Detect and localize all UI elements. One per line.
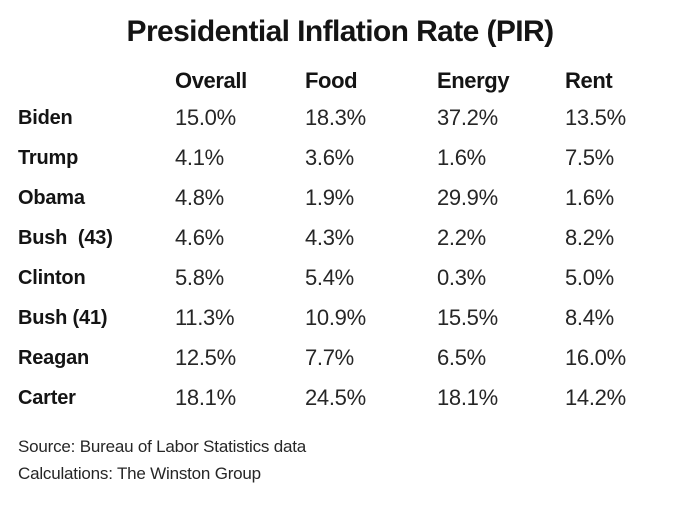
cell-clinton-food: 5.4%: [305, 265, 354, 290]
cell-obama-rent: 1.6%: [565, 185, 614, 210]
calculations-note: Calculations: The Winston Group: [18, 464, 261, 483]
column-header-rent: Rent: [565, 68, 613, 93]
cell-bush-43-overall: 4.6%: [175, 225, 224, 250]
row-label-bush-43: Bush (43): [18, 226, 113, 249]
cell-clinton-overall: 5.8%: [175, 265, 224, 290]
pir-table: Overall Food Energy Rent Biden 15.0% 18.…: [18, 50, 680, 418]
column-header-energy: Energy: [437, 68, 510, 93]
cell-trump-food: 3.6%: [305, 145, 354, 170]
cell-bush-43-rent: 8.2%: [565, 225, 614, 250]
cell-reagan-energy: 6.5%: [437, 345, 486, 370]
row-label-carter: Carter: [18, 386, 76, 409]
source-note: Source: Bureau of Labor Statistics data: [18, 437, 306, 456]
cell-trump-energy: 1.6%: [437, 145, 486, 170]
column-header-food: Food: [305, 68, 358, 93]
cell-reagan-overall: 12.5%: [175, 345, 236, 370]
cell-biden-overall: 15.0%: [175, 105, 236, 130]
cell-bush-41-energy: 15.5%: [437, 305, 498, 330]
cell-reagan-rent: 16.0%: [565, 345, 626, 370]
row-label-reagan: Reagan: [18, 346, 90, 369]
row-label-obama: Obama: [18, 186, 85, 209]
cell-biden-food: 18.3%: [305, 105, 366, 130]
cell-carter-food: 24.5%: [305, 385, 366, 410]
cell-trump-overall: 4.1%: [175, 145, 224, 170]
cell-reagan-food: 7.7%: [305, 345, 354, 370]
cell-bush-43-food: 4.3%: [305, 225, 354, 250]
cell-carter-energy: 18.1%: [437, 385, 498, 410]
cell-obama-overall: 4.8%: [175, 185, 224, 210]
cell-biden-rent: 13.5%: [565, 105, 626, 130]
cell-bush-41-rent: 8.4%: [565, 305, 614, 330]
cell-trump-rent: 7.5%: [565, 145, 614, 170]
cell-obama-food: 1.9%: [305, 185, 354, 210]
cell-biden-energy: 37.2%: [437, 105, 498, 130]
cell-bush-41-food: 10.9%: [305, 305, 366, 330]
chart-title: Presidential Inflation Rate (PIR): [126, 15, 555, 48]
cell-obama-energy: 29.9%: [437, 185, 498, 210]
row-label-bush-41: Bush (41): [18, 306, 108, 329]
footnotes: Source: Bureau of Labor Statistics data …: [18, 433, 680, 487]
cell-bush-43-energy: 2.2%: [437, 225, 486, 250]
row-label-clinton: Clinton: [18, 266, 86, 289]
cell-carter-overall: 18.1%: [175, 385, 236, 410]
column-header-overall: Overall: [175, 68, 247, 93]
cell-clinton-energy: 0.3%: [437, 265, 486, 290]
row-label-biden: Biden: [18, 106, 73, 129]
row-label-trump: Trump: [18, 146, 79, 169]
cell-bush-41-overall: 11.3%: [175, 305, 235, 330]
cell-clinton-rent: 5.0%: [565, 265, 614, 290]
column-header-spacer: [18, 50, 175, 98]
cell-carter-rent: 14.2%: [565, 385, 626, 410]
